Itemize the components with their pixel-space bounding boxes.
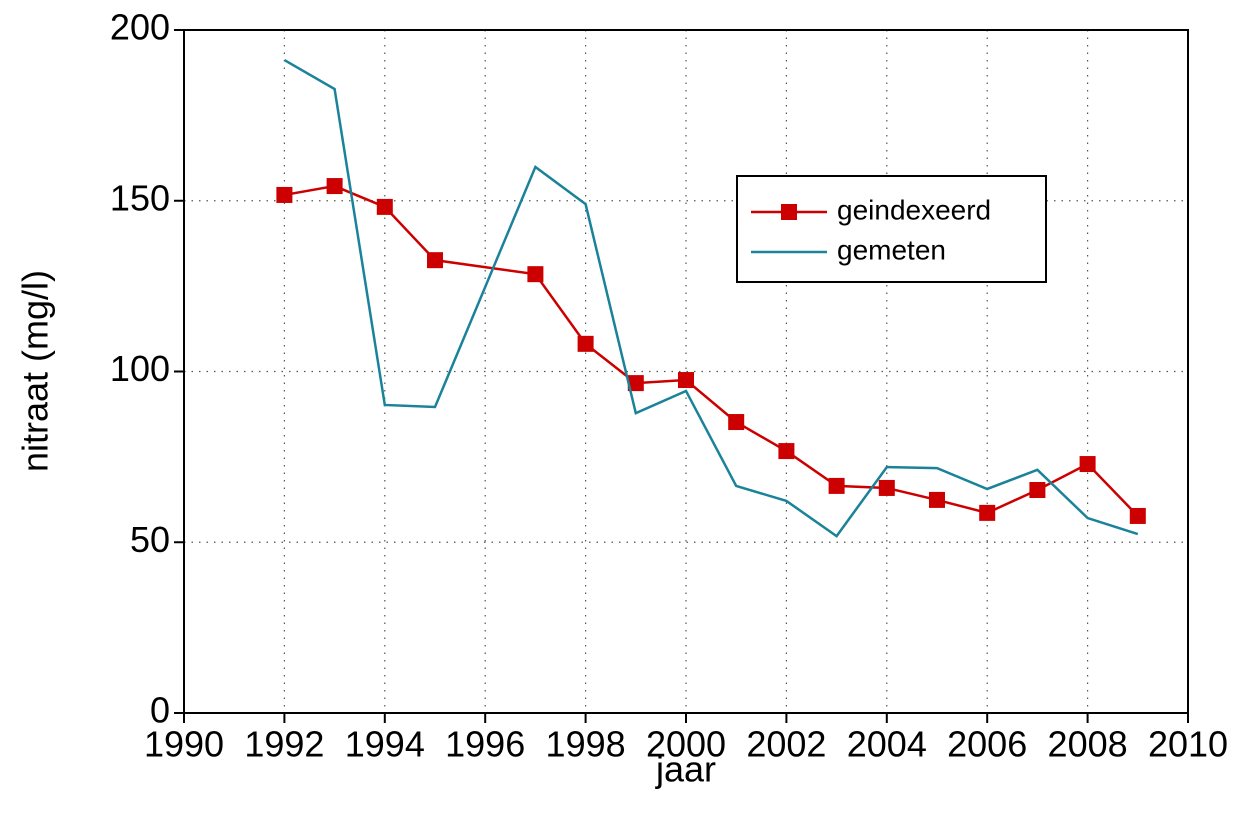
x-tick-label: 2008 (1048, 724, 1128, 765)
point-marker (678, 372, 694, 389)
x-tick-label: 1990 (144, 724, 224, 765)
y-tick-label: 0 (150, 690, 170, 731)
point-marker (577, 335, 594, 352)
point-marker (1129, 507, 1146, 524)
x-tick-label: 2006 (947, 724, 1027, 765)
x-tick-label: 2002 (746, 724, 826, 765)
x-tick-label: 1998 (546, 724, 626, 765)
x-tick-label: 1996 (445, 724, 525, 765)
point-marker (326, 178, 343, 195)
x-tick-label: 2000 (646, 724, 726, 765)
point-marker (427, 252, 443, 269)
point-marker (778, 443, 795, 460)
y-tick-label: 200 (110, 7, 170, 48)
x-axis-label: jaar (655, 749, 716, 790)
legend-marker (781, 204, 797, 220)
point-marker (728, 414, 745, 431)
x-tick-label: 2010 (1148, 724, 1228, 765)
series-line (283, 58, 1139, 538)
point-marker (929, 491, 945, 508)
y-axis-label: nitraat (mg/l) (15, 270, 56, 472)
point-marker (1029, 482, 1046, 499)
point-marker (527, 266, 544, 283)
x-tick-label: 2004 (847, 724, 927, 765)
plot-frame (183, 29, 1189, 714)
point-marker (376, 198, 393, 215)
point-marker (979, 504, 996, 521)
point-marker (828, 477, 845, 494)
legend-label: geindexeerd (837, 194, 991, 225)
y-tick-label: 150 (110, 177, 170, 218)
point-marker (878, 479, 895, 496)
legend-label: gemeten (837, 234, 946, 265)
x-tick-label: 1992 (244, 724, 324, 765)
point-marker (276, 186, 293, 203)
point-marker (627, 375, 644, 392)
y-tick-label: 100 (110, 348, 170, 389)
legend-box (736, 175, 1047, 283)
point-marker (1079, 456, 1096, 473)
y-tick-label: 50 (130, 519, 170, 560)
x-tick-label: 1994 (345, 724, 425, 765)
